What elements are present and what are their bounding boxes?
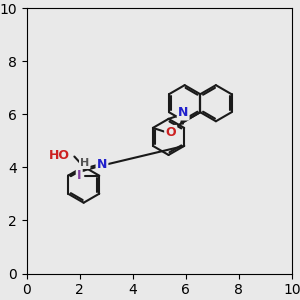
Text: H: H [80, 158, 89, 168]
Text: HO: HO [49, 149, 70, 162]
Text: N: N [97, 158, 107, 171]
Text: I: I [77, 169, 82, 182]
Text: O: O [165, 126, 176, 139]
Text: N: N [178, 106, 188, 119]
